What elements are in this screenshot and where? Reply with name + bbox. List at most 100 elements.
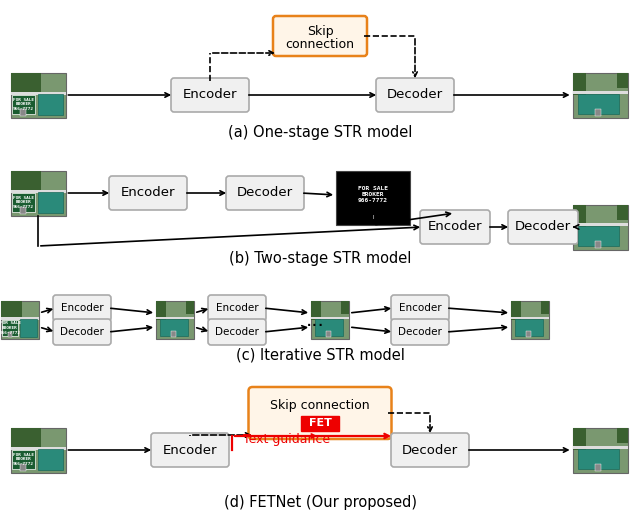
Bar	[311, 301, 349, 339]
Bar	[20, 207, 26, 214]
Bar	[10, 428, 41, 448]
Text: (a) One-stage STR model: (a) One-stage STR model	[228, 125, 412, 139]
Bar	[595, 464, 601, 471]
Bar	[20, 109, 26, 116]
Bar	[578, 449, 620, 469]
Bar	[336, 171, 410, 225]
Text: Encoder: Encoder	[121, 187, 175, 199]
Text: Decoder: Decoder	[60, 327, 104, 337]
Bar	[20, 319, 37, 337]
Bar	[573, 224, 627, 226]
Bar	[311, 317, 349, 319]
FancyBboxPatch shape	[376, 78, 454, 112]
Bar	[541, 301, 549, 314]
Bar	[341, 301, 349, 314]
Bar	[10, 73, 41, 93]
Text: FOR SALE
BROKER
966-7772: FOR SALE BROKER 966-7772	[13, 98, 34, 111]
Text: l: l	[372, 216, 374, 220]
Text: Encoder: Encoder	[163, 444, 217, 456]
Bar	[20, 464, 26, 471]
Text: Decoder: Decoder	[398, 327, 442, 337]
Bar	[616, 205, 627, 220]
Text: FOR SALE
BROKER
966-7772: FOR SALE BROKER 966-7772	[0, 321, 20, 334]
FancyBboxPatch shape	[273, 16, 367, 56]
Bar	[10, 190, 65, 192]
Text: Encoder: Encoder	[428, 220, 483, 234]
FancyBboxPatch shape	[391, 433, 469, 467]
Bar	[511, 301, 549, 339]
Bar	[511, 317, 549, 319]
Text: ...: ...	[306, 311, 324, 330]
Text: (b) Two-stage STR model: (b) Two-stage STR model	[229, 251, 411, 266]
FancyBboxPatch shape	[53, 319, 111, 345]
Bar	[10, 447, 65, 449]
Bar	[315, 319, 343, 336]
FancyBboxPatch shape	[208, 319, 266, 345]
FancyBboxPatch shape	[208, 295, 266, 321]
Text: Decoder: Decoder	[215, 327, 259, 337]
Bar	[311, 301, 321, 320]
FancyBboxPatch shape	[420, 210, 490, 244]
Text: FOR SALE
BROKER
966-7772: FOR SALE BROKER 966-7772	[358, 186, 388, 202]
FancyBboxPatch shape	[391, 295, 449, 321]
Text: Skip connection: Skip connection	[270, 400, 370, 412]
Text: Decoder: Decoder	[237, 187, 293, 199]
Text: Encoder: Encoder	[216, 303, 259, 313]
Bar	[8, 332, 12, 338]
Text: connection: connection	[285, 38, 355, 50]
Bar	[10, 73, 65, 118]
Bar	[573, 428, 586, 450]
Text: FOR SALE
BROKER
966-7772: FOR SALE BROKER 966-7772	[13, 196, 34, 209]
Bar	[186, 301, 194, 314]
Bar	[595, 109, 601, 116]
Bar	[573, 205, 586, 227]
Bar	[511, 301, 520, 320]
Bar	[573, 73, 586, 95]
Bar	[595, 241, 601, 248]
Bar	[515, 319, 543, 336]
Text: (d) FETNet (Our proposed): (d) FETNet (Our proposed)	[223, 496, 417, 510]
Text: Decoder: Decoder	[402, 444, 458, 456]
Text: Encoder: Encoder	[399, 303, 442, 313]
FancyBboxPatch shape	[248, 387, 392, 439]
Text: Encoder: Encoder	[61, 303, 103, 313]
FancyBboxPatch shape	[226, 176, 304, 210]
Text: FOR SALE
BROKER
966-7772: FOR SALE BROKER 966-7772	[13, 453, 34, 466]
Bar	[38, 94, 63, 115]
Bar	[172, 331, 176, 338]
FancyBboxPatch shape	[151, 433, 229, 467]
Text: Skip: Skip	[307, 24, 333, 38]
FancyBboxPatch shape	[391, 319, 449, 345]
Bar	[10, 171, 41, 191]
Text: Encoder: Encoder	[183, 89, 237, 102]
Text: Decoder: Decoder	[387, 89, 443, 102]
Text: FET: FET	[308, 419, 332, 428]
Text: Text guidance: Text guidance	[243, 432, 331, 446]
Bar	[38, 449, 63, 470]
Bar	[616, 73, 627, 89]
Bar	[573, 428, 627, 473]
Bar	[573, 73, 627, 118]
Bar	[573, 205, 627, 250]
Bar	[10, 428, 65, 473]
Bar	[10, 171, 65, 216]
FancyBboxPatch shape	[171, 78, 249, 112]
Bar	[38, 192, 63, 213]
Bar	[12, 193, 35, 212]
Bar	[616, 428, 627, 443]
FancyBboxPatch shape	[53, 295, 111, 321]
Text: (c) Iterative STR model: (c) Iterative STR model	[236, 348, 404, 363]
Bar	[326, 331, 331, 338]
Text: Decoder: Decoder	[515, 220, 571, 234]
FancyBboxPatch shape	[508, 210, 578, 244]
Bar	[12, 95, 35, 114]
Bar	[10, 92, 65, 94]
Bar	[1, 301, 39, 339]
Bar	[2, 320, 18, 336]
FancyBboxPatch shape	[109, 176, 187, 210]
Bar	[156, 301, 194, 339]
Bar	[156, 317, 194, 319]
Bar	[1, 317, 39, 320]
Bar	[12, 450, 35, 469]
Bar	[578, 94, 620, 114]
